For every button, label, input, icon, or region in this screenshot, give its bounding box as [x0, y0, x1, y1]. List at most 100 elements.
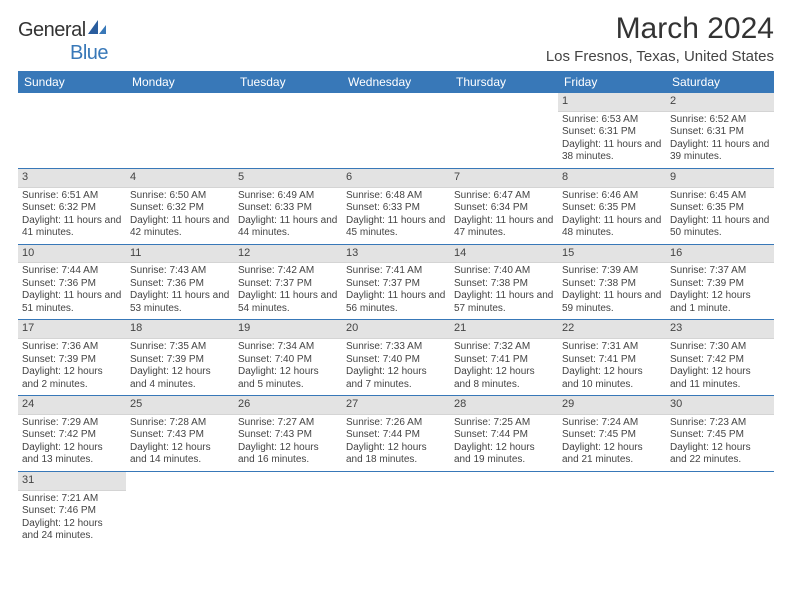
day-line: Daylight: 12 hours and 22 minutes. — [670, 442, 770, 467]
day-line: Daylight: 11 hours and 50 minutes. — [670, 215, 770, 240]
day-line: Daylight: 12 hours and 5 minutes. — [238, 366, 338, 391]
calendar-day: 24Sunrise: 7:29 AMSunset: 7:42 PMDayligh… — [18, 396, 126, 472]
logo-text: GeneralBlue — [18, 18, 108, 65]
weekday-header: Tuesday — [234, 71, 342, 93]
calendar-day — [558, 471, 666, 546]
day-line: Sunset: 7:41 PM — [562, 354, 662, 367]
day-number — [342, 93, 450, 111]
day-number — [342, 472, 450, 490]
day-line: Sunset: 7:42 PM — [22, 429, 122, 442]
calendar-day — [126, 93, 234, 168]
calendar-day: 28Sunrise: 7:25 AMSunset: 7:44 PMDayligh… — [450, 396, 558, 472]
day-line: Sunrise: 7:31 AM — [562, 341, 662, 354]
title-block: March 2024 Los Fresnos, Texas, United St… — [546, 12, 774, 65]
calendar-day: 31Sunrise: 7:21 AMSunset: 7:46 PMDayligh… — [18, 471, 126, 546]
day-line: Daylight: 12 hours and 14 minutes. — [130, 442, 230, 467]
weekday-header: Wednesday — [342, 71, 450, 93]
day-content: Sunrise: 7:28 AMSunset: 7:43 PMDaylight:… — [126, 415, 234, 471]
calendar-day: 14Sunrise: 7:40 AMSunset: 7:38 PMDayligh… — [450, 244, 558, 320]
day-line: Sunrise: 7:42 AM — [238, 265, 338, 278]
day-content — [234, 490, 342, 544]
day-line: Sunset: 6:35 PM — [562, 202, 662, 215]
day-line: Sunset: 6:33 PM — [238, 202, 338, 215]
calendar-day — [234, 471, 342, 546]
calendar-day: 3Sunrise: 6:51 AMSunset: 6:32 PMDaylight… — [18, 168, 126, 244]
day-line: Sunset: 6:34 PM — [454, 202, 554, 215]
day-line: Sunrise: 6:50 AM — [130, 190, 230, 203]
day-line: Daylight: 12 hours and 4 minutes. — [130, 366, 230, 391]
day-number: 3 — [18, 169, 126, 188]
day-line: Daylight: 12 hours and 18 minutes. — [346, 442, 446, 467]
day-number: 13 — [342, 245, 450, 264]
day-line: Sunset: 7:38 PM — [562, 278, 662, 291]
day-line: Sunrise: 7:39 AM — [562, 265, 662, 278]
day-number — [450, 93, 558, 111]
day-number — [666, 472, 774, 490]
weekday-header: Saturday — [666, 71, 774, 93]
calendar-day: 15Sunrise: 7:39 AMSunset: 7:38 PMDayligh… — [558, 244, 666, 320]
day-content: Sunrise: 7:25 AMSunset: 7:44 PMDaylight:… — [450, 415, 558, 471]
day-number — [126, 472, 234, 490]
day-content: Sunrise: 6:48 AMSunset: 6:33 PMDaylight:… — [342, 188, 450, 244]
calendar-day: 30Sunrise: 7:23 AMSunset: 7:45 PMDayligh… — [666, 396, 774, 472]
day-content: Sunrise: 6:45 AMSunset: 6:35 PMDaylight:… — [666, 188, 774, 244]
day-number: 28 — [450, 396, 558, 415]
day-number: 6 — [342, 169, 450, 188]
day-line: Sunrise: 7:36 AM — [22, 341, 122, 354]
day-content: Sunrise: 7:33 AMSunset: 7:40 PMDaylight:… — [342, 339, 450, 395]
day-line: Sunset: 6:33 PM — [346, 202, 446, 215]
day-number — [18, 93, 126, 111]
day-line: Sunset: 7:45 PM — [670, 429, 770, 442]
day-line: Sunset: 7:43 PM — [238, 429, 338, 442]
day-content: Sunrise: 7:23 AMSunset: 7:45 PMDaylight:… — [666, 415, 774, 471]
calendar-day — [342, 93, 450, 168]
day-line: Daylight: 12 hours and 16 minutes. — [238, 442, 338, 467]
calendar-day: 18Sunrise: 7:35 AMSunset: 7:39 PMDayligh… — [126, 320, 234, 396]
header: GeneralBlue March 2024 Los Fresnos, Texa… — [18, 12, 774, 65]
calendar-day: 8Sunrise: 6:46 AMSunset: 6:35 PMDaylight… — [558, 168, 666, 244]
day-content: Sunrise: 7:27 AMSunset: 7:43 PMDaylight:… — [234, 415, 342, 471]
calendar-week: 3Sunrise: 6:51 AMSunset: 6:32 PMDaylight… — [18, 168, 774, 244]
day-line: Daylight: 12 hours and 24 minutes. — [22, 518, 122, 543]
day-content: Sunrise: 7:35 AMSunset: 7:39 PMDaylight:… — [126, 339, 234, 395]
calendar-week: 1Sunrise: 6:53 AMSunset: 6:31 PMDaylight… — [18, 93, 774, 168]
day-line: Daylight: 11 hours and 53 minutes. — [130, 290, 230, 315]
day-line: Sunset: 7:36 PM — [130, 278, 230, 291]
day-number: 12 — [234, 245, 342, 264]
day-line: Daylight: 11 hours and 47 minutes. — [454, 215, 554, 240]
day-line: Sunset: 7:42 PM — [670, 354, 770, 367]
day-line: Daylight: 11 hours and 56 minutes. — [346, 290, 446, 315]
day-line: Daylight: 12 hours and 7 minutes. — [346, 366, 446, 391]
day-number: 7 — [450, 169, 558, 188]
day-content — [342, 490, 450, 544]
day-number: 24 — [18, 396, 126, 415]
day-line: Daylight: 11 hours and 48 minutes. — [562, 215, 662, 240]
day-line: Sunset: 7:44 PM — [346, 429, 446, 442]
day-content: Sunrise: 7:21 AMSunset: 7:46 PMDaylight:… — [18, 491, 126, 547]
calendar-day: 27Sunrise: 7:26 AMSunset: 7:44 PMDayligh… — [342, 396, 450, 472]
day-line: Sunset: 7:37 PM — [238, 278, 338, 291]
day-line: Sunset: 7:43 PM — [130, 429, 230, 442]
day-line: Sunrise: 7:33 AM — [346, 341, 446, 354]
day-line: Daylight: 12 hours and 13 minutes. — [22, 442, 122, 467]
day-line: Sunrise: 6:51 AM — [22, 190, 122, 203]
day-content: Sunrise: 6:47 AMSunset: 6:34 PMDaylight:… — [450, 188, 558, 244]
calendar-week: 31Sunrise: 7:21 AMSunset: 7:46 PMDayligh… — [18, 471, 774, 546]
day-number: 10 — [18, 245, 126, 264]
day-line: Sunset: 7:41 PM — [454, 354, 554, 367]
day-line: Sunrise: 6:53 AM — [562, 114, 662, 127]
day-line: Sunset: 6:35 PM — [670, 202, 770, 215]
day-number: 19 — [234, 320, 342, 339]
day-line: Daylight: 11 hours and 51 minutes. — [22, 290, 122, 315]
day-line: Daylight: 12 hours and 19 minutes. — [454, 442, 554, 467]
day-number: 23 — [666, 320, 774, 339]
day-line: Sunrise: 7:24 AM — [562, 417, 662, 430]
day-number: 17 — [18, 320, 126, 339]
day-line: Sunrise: 7:37 AM — [670, 265, 770, 278]
calendar-day: 29Sunrise: 7:24 AMSunset: 7:45 PMDayligh… — [558, 396, 666, 472]
calendar-day: 11Sunrise: 7:43 AMSunset: 7:36 PMDayligh… — [126, 244, 234, 320]
calendar-body: 1Sunrise: 6:53 AMSunset: 6:31 PMDaylight… — [18, 93, 774, 547]
day-content: Sunrise: 6:46 AMSunset: 6:35 PMDaylight:… — [558, 188, 666, 244]
day-number: 21 — [450, 320, 558, 339]
calendar-week: 24Sunrise: 7:29 AMSunset: 7:42 PMDayligh… — [18, 396, 774, 472]
